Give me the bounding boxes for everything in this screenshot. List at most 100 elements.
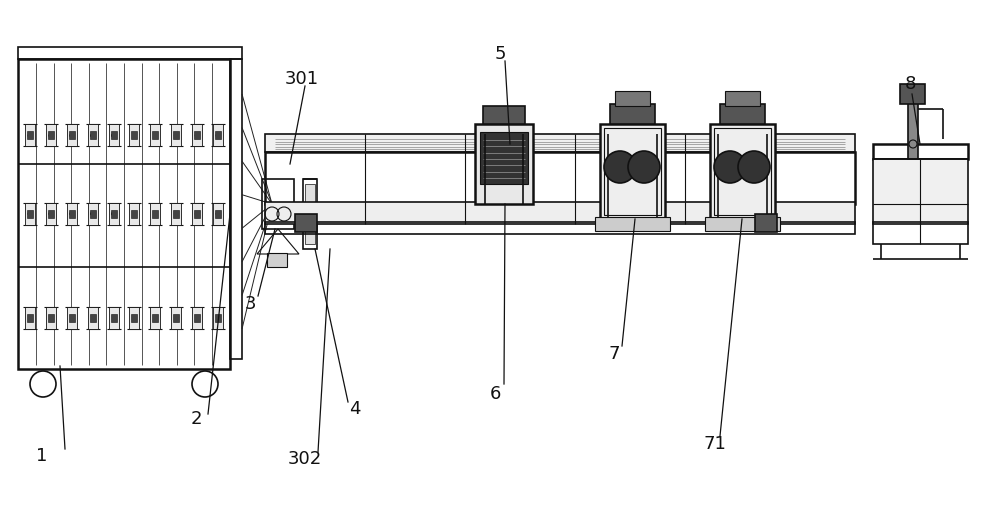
Bar (265, 134, 855, 152)
Bar (131, 210, 137, 218)
Text: 71: 71 (704, 435, 726, 453)
Circle shape (28, 134, 32, 137)
Bar (604, 128, 661, 215)
Bar (111, 210, 117, 218)
Circle shape (153, 134, 157, 137)
Bar (171, 124, 181, 146)
Circle shape (91, 134, 95, 137)
Text: 4: 4 (349, 400, 361, 418)
Bar (194, 210, 200, 218)
Bar (900, 84, 925, 104)
Bar (192, 124, 202, 146)
Bar (90, 132, 96, 139)
Bar (69, 210, 75, 218)
Bar (265, 152, 855, 204)
Bar (90, 210, 96, 218)
Bar (67, 307, 77, 329)
Circle shape (70, 134, 74, 137)
Bar (150, 307, 160, 329)
Circle shape (91, 212, 95, 216)
Bar (171, 203, 181, 225)
Bar (111, 314, 117, 322)
Bar (173, 210, 179, 218)
Bar (213, 124, 223, 146)
Bar (90, 314, 96, 322)
Text: 6: 6 (489, 385, 501, 403)
Circle shape (49, 212, 53, 216)
Bar (131, 132, 137, 139)
Bar (171, 307, 181, 329)
Bar (215, 210, 221, 218)
Bar (88, 124, 98, 146)
Bar (111, 132, 117, 139)
Bar (67, 203, 77, 225)
Circle shape (153, 212, 157, 216)
Bar (129, 124, 139, 146)
Text: 5: 5 (494, 45, 506, 63)
Circle shape (195, 212, 199, 216)
Bar (88, 203, 98, 225)
Text: 3: 3 (244, 295, 256, 313)
Bar (192, 203, 202, 225)
Bar (27, 132, 33, 139)
Bar (600, 124, 665, 219)
Bar (46, 307, 56, 329)
Bar (192, 307, 202, 329)
Bar (46, 203, 56, 225)
Circle shape (49, 134, 53, 137)
Bar (25, 203, 35, 225)
Text: 2: 2 (190, 410, 202, 428)
Circle shape (112, 212, 116, 216)
Bar (873, 159, 968, 224)
Circle shape (132, 134, 136, 137)
Circle shape (628, 151, 660, 183)
Bar (69, 132, 75, 139)
Bar (129, 307, 139, 329)
Bar (710, 124, 775, 219)
Bar (262, 179, 294, 229)
Bar (88, 307, 98, 329)
Bar (873, 222, 968, 244)
Bar (25, 307, 35, 329)
Bar (595, 217, 670, 231)
Text: 301: 301 (285, 70, 319, 88)
Bar (150, 124, 160, 146)
Bar (109, 203, 119, 225)
Circle shape (604, 151, 636, 183)
Bar (483, 106, 525, 124)
Circle shape (174, 212, 178, 216)
Bar (194, 132, 200, 139)
Bar (131, 314, 137, 322)
Circle shape (112, 134, 116, 137)
Bar (908, 94, 918, 159)
Circle shape (738, 151, 770, 183)
Bar (873, 144, 968, 159)
Bar (18, 47, 242, 59)
Bar (152, 210, 158, 218)
Bar (46, 124, 56, 146)
Bar (475, 124, 533, 204)
Bar (714, 128, 771, 215)
Bar (213, 307, 223, 329)
Bar (305, 184, 315, 244)
Bar (295, 214, 317, 232)
Bar (48, 132, 54, 139)
Circle shape (70, 212, 74, 216)
Bar (705, 217, 780, 231)
Bar (152, 132, 158, 139)
Bar (48, 314, 54, 322)
Bar (129, 203, 139, 225)
Bar (265, 202, 855, 224)
Circle shape (28, 212, 32, 216)
Bar (27, 314, 33, 322)
Bar (194, 314, 200, 322)
Bar (267, 253, 287, 267)
Bar (725, 91, 760, 106)
Bar (265, 222, 855, 234)
Circle shape (132, 212, 136, 216)
Bar (48, 210, 54, 218)
Bar (67, 124, 77, 146)
Bar (25, 124, 35, 146)
Bar (720, 104, 765, 124)
Bar (215, 132, 221, 139)
